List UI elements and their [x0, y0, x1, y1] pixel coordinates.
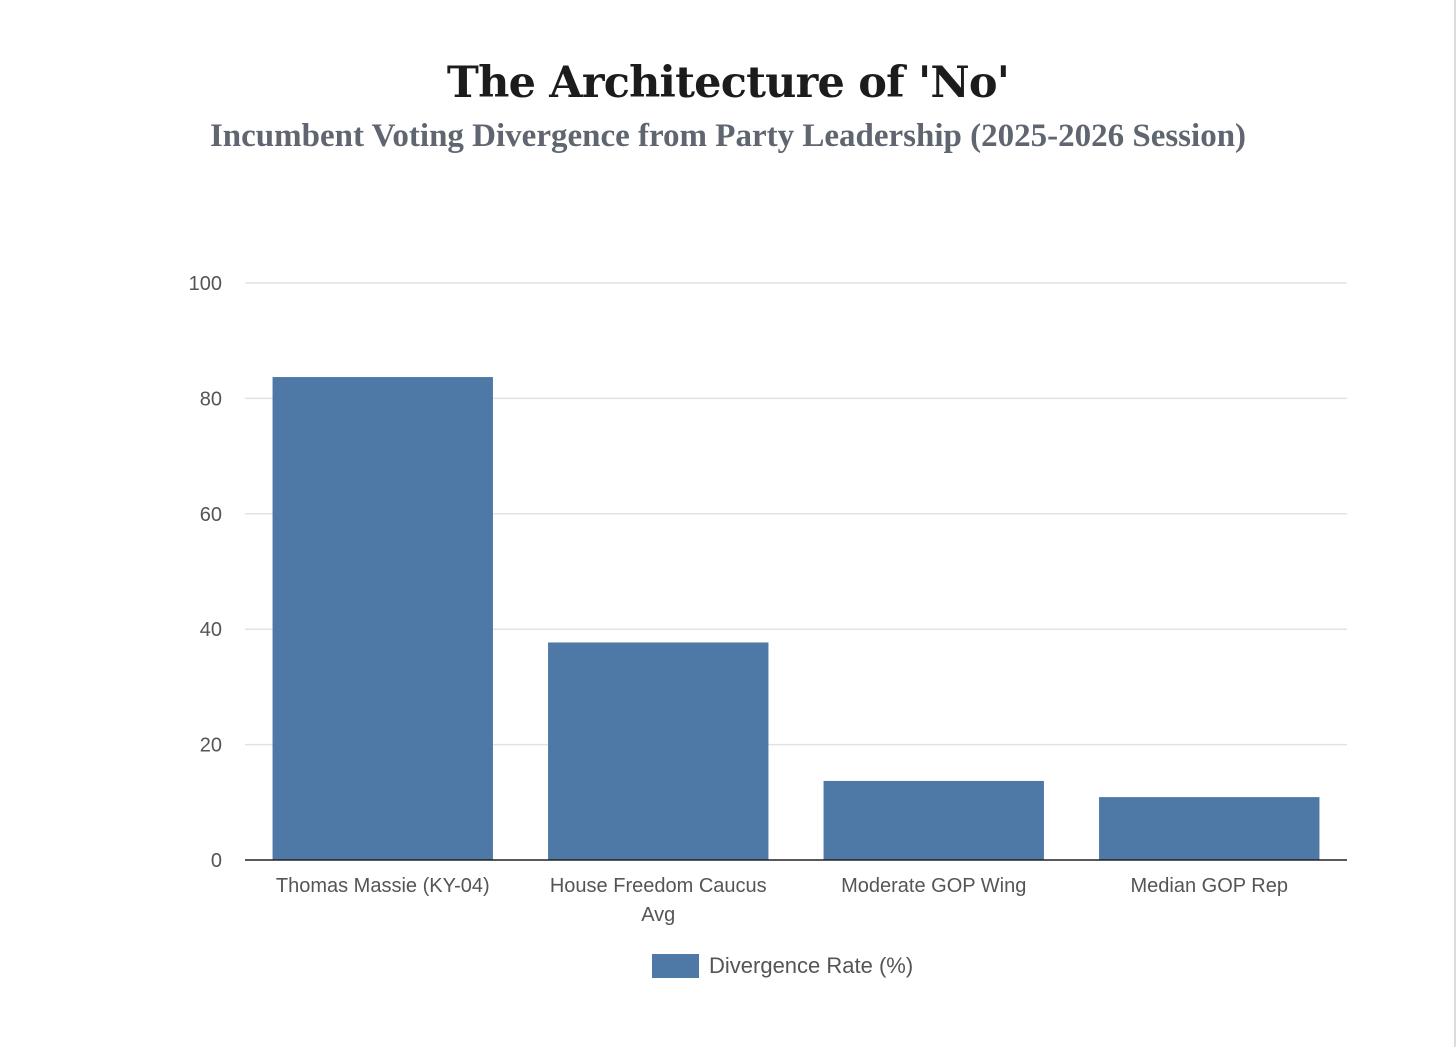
x-tick-label: Moderate GOP Wing	[841, 875, 1026, 897]
legend: Divergence Rate (%)	[652, 953, 913, 979]
bars	[272, 377, 1320, 860]
bar-chart: 0 20 40 60 80 100 Thomas Massie (KY-04) House …	[189, 273, 1347, 926]
bar	[823, 780, 1044, 860]
x-tick-label: Thomas Massie (KY-04)	[276, 875, 490, 897]
y-tick-label: 20	[200, 735, 222, 757]
y-tick-label: 40	[200, 619, 222, 641]
legend-label: Divergence Rate (%)	[709, 953, 914, 978]
x-tick-label: Median GOP Rep	[1131, 875, 1289, 897]
y-axis-ticks: 0 20 40 60 80 100	[189, 273, 222, 872]
bar	[1099, 797, 1320, 860]
y-tick-label: 100	[189, 273, 222, 295]
bar	[272, 377, 493, 860]
y-tick-label: 0	[211, 850, 222, 872]
chart-subtitle: Incumbent Voting Divergence from Party L…	[209, 118, 1247, 154]
x-axis-labels: Thomas Massie (KY-04) House Freedom Caucu…	[276, 875, 1288, 926]
y-tick-label: 60	[200, 504, 222, 526]
bar	[548, 642, 769, 860]
x-tick-label: House Freedom Caucus Avg	[550, 875, 767, 926]
chart-title: The Architecture of 'No'	[446, 58, 1010, 108]
y-tick-label: 80	[200, 388, 222, 410]
legend-swatch	[652, 954, 699, 978]
window-edge	[1454, 0, 1456, 1047]
